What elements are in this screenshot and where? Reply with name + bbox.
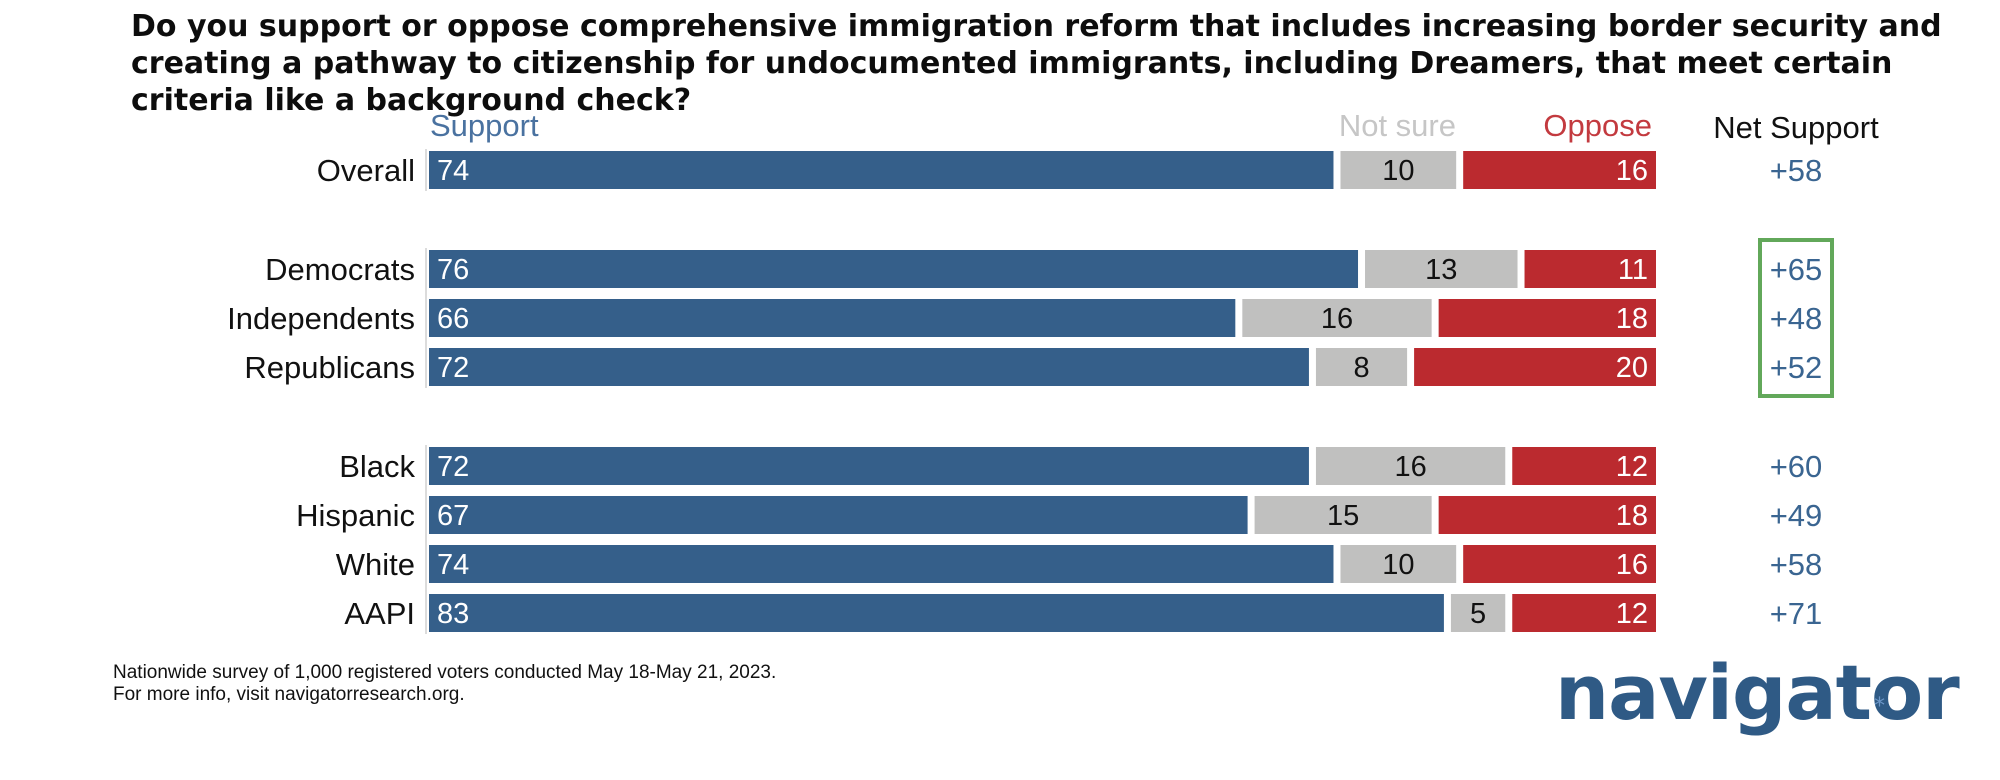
row-label: Independents — [227, 301, 415, 336]
data-label-oppose: 18 — [1616, 500, 1648, 532]
data-label-oppose: 16 — [1616, 549, 1648, 581]
navigator-logo: navigator — [1555, 648, 1960, 737]
bar-segment-not-sure — [1340, 545, 1457, 583]
bar-segment-support — [429, 348, 1309, 386]
data-label-not-sure: 15 — [1327, 500, 1359, 532]
data-label-not-sure: 8 — [1353, 352, 1369, 384]
bar-segment-not-sure — [1315, 447, 1506, 485]
bar-segment-oppose — [1524, 250, 1656, 288]
bar-segment-not-sure — [1365, 250, 1518, 288]
data-label-not-sure: 13 — [1425, 254, 1457, 286]
data-label-oppose: 12 — [1616, 598, 1648, 630]
bar-segment-not-sure — [1315, 348, 1408, 386]
bar-segment-not-sure — [1242, 299, 1432, 337]
bar-segment-support — [429, 250, 1359, 288]
bar-segment-support — [429, 545, 1334, 583]
data-label-support: 76 — [437, 254, 469, 286]
net-support-value: +58 — [1770, 153, 1823, 188]
data-label-not-sure: 16 — [1321, 303, 1353, 335]
data-label-support: 72 — [437, 352, 469, 384]
bar-rows: Overall 74 10 16 +58 Democrats 76 13 11 +65 Indepe… — [227, 151, 1822, 632]
bar-segment-support — [429, 594, 1444, 632]
data-label-oppose: 18 — [1616, 303, 1648, 335]
data-label-not-sure: 5 — [1470, 598, 1486, 630]
data-label-support: 74 — [437, 155, 469, 187]
bar-segment-oppose — [1438, 299, 1656, 337]
data-label-not-sure: 10 — [1382, 549, 1414, 581]
row-label: Republicans — [244, 350, 415, 385]
row-label: AAPI — [344, 596, 415, 631]
bar-row: Hispanic 67 15 18 +49 — [296, 496, 1822, 534]
bar-segment-support — [429, 496, 1248, 534]
highlight-box — [1758, 238, 1834, 398]
net-support-value: +48 — [1770, 301, 1823, 336]
bar-segment-oppose — [1414, 348, 1656, 386]
data-label-support: 72 — [437, 451, 469, 483]
row-label: Democrats — [265, 252, 415, 287]
bar-segment-oppose — [1438, 496, 1656, 534]
data-label-support: 66 — [437, 303, 469, 335]
footnote: Nationwide survey of 1,000 registered vo… — [113, 662, 776, 706]
header-net-support: Net Support — [1713, 110, 1879, 145]
bar-segment-oppose — [1463, 545, 1656, 583]
net-support-value: +65 — [1770, 252, 1823, 287]
data-label-oppose: 11 — [1618, 254, 1648, 286]
footnote-line-1: Nationwide survey of 1,000 registered vo… — [113, 662, 777, 683]
data-label-oppose: 20 — [1616, 352, 1648, 384]
bar-segment-not-sure — [1340, 151, 1457, 189]
data-label-not-sure: 10 — [1382, 155, 1414, 187]
data-label-not-sure: 16 — [1394, 451, 1426, 483]
net-support-value: +71 — [1770, 596, 1823, 631]
bar-segment-not-sure — [1254, 496, 1432, 534]
bar-row: White 74 10 16 +58 — [336, 545, 1823, 583]
net-support-value: +52 — [1770, 350, 1823, 385]
row-label: White — [336, 547, 415, 582]
bar-row: Overall 74 10 16 +58 — [317, 151, 1823, 189]
bar-row: Republicans 72 8 20 +52 — [244, 348, 1822, 386]
bar-segment-support — [429, 447, 1309, 485]
data-label-support: 67 — [437, 500, 469, 532]
net-support-value: +60 — [1770, 449, 1823, 484]
bar-segment-oppose — [1512, 447, 1656, 485]
bar-row: Black 72 16 12 +60 — [339, 447, 1822, 485]
header-oppose: Oppose — [1543, 108, 1652, 143]
bar-row: AAPI 83 5 12 +71 — [344, 594, 1822, 632]
data-label-support: 74 — [437, 549, 469, 581]
bar-row: Democrats 76 13 11 +65 — [265, 250, 1822, 288]
footnote-line-2: For more info, visit navigatorresearch.o… — [113, 684, 465, 705]
stacked-bar-chart: Support Not sure Oppose Net Support Over… — [227, 108, 1879, 634]
bar-segment-support — [429, 151, 1334, 189]
data-label-support: 83 — [437, 598, 469, 630]
data-label-oppose: 16 — [1616, 155, 1648, 187]
row-label: Hispanic — [296, 498, 415, 533]
header-not-sure: Not sure — [1339, 108, 1456, 143]
header-support: Support — [430, 108, 539, 143]
bar-segment-support — [429, 299, 1236, 337]
row-label: Overall — [317, 153, 415, 188]
logo-star-icon: * — [1874, 694, 1885, 719]
bar-segment-oppose — [1463, 151, 1656, 189]
net-support-value: +58 — [1770, 547, 1823, 582]
bar-segment-oppose — [1512, 594, 1656, 632]
row-label: Black — [339, 449, 415, 484]
net-support-value: +49 — [1770, 498, 1823, 533]
bar-segment-not-sure — [1450, 594, 1506, 632]
bar-row: Independents 66 16 18 +48 — [227, 299, 1822, 337]
data-label-oppose: 12 — [1616, 451, 1648, 483]
chart-title: Do you support or oppose comprehensive i… — [131, 9, 1942, 118]
